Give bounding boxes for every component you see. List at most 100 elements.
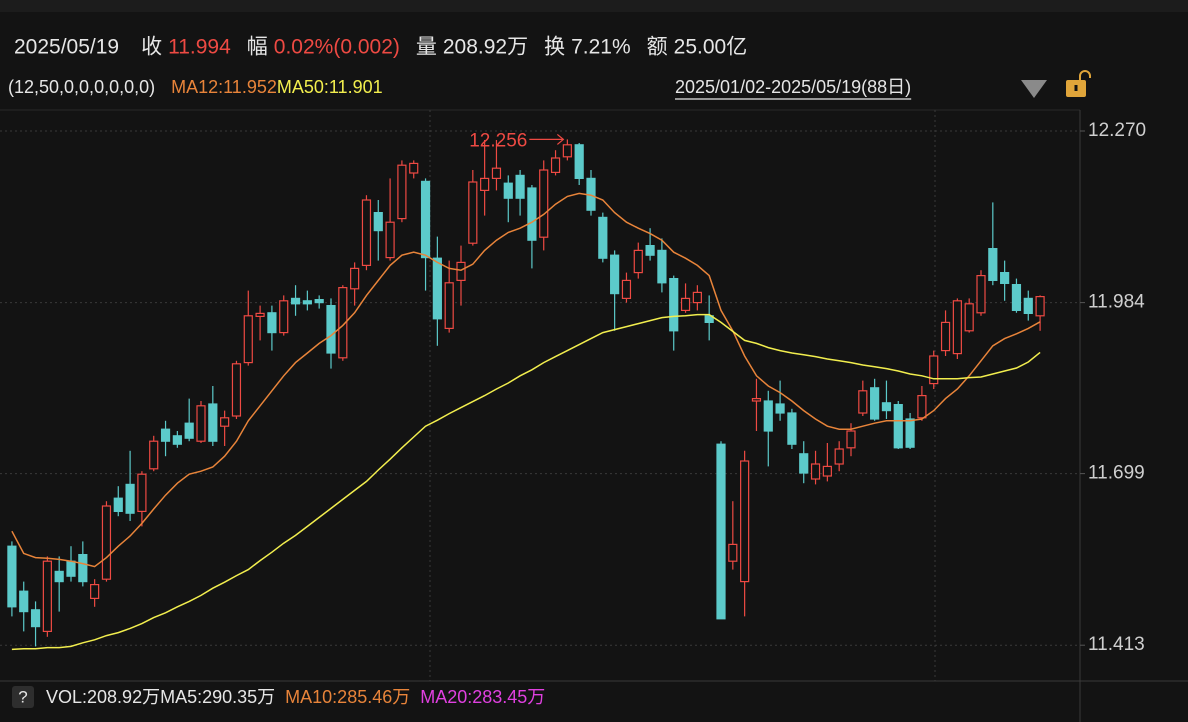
candle-body: [976, 275, 986, 314]
candle-body: [54, 570, 64, 583]
candle-body: [7, 545, 17, 608]
candle-body: [220, 417, 230, 427]
candle-body: [255, 312, 265, 317]
candle-body: [929, 355, 939, 385]
candle-body: [692, 291, 702, 304]
header-value: 208.92万: [443, 36, 528, 59]
candle-body: [870, 387, 880, 420]
candle-body: [917, 395, 927, 419]
candle-body: [940, 321, 951, 352]
legend-entry: MA12:11.952: [171, 77, 277, 97]
header-label: 换: [544, 36, 565, 59]
annotation-arrowhead: [556, 133, 565, 145]
candle-body: [160, 428, 171, 442]
header-label: 额: [647, 36, 668, 59]
header-value: 11.994: [168, 36, 231, 59]
candle-body: [385, 221, 395, 259]
candle-body: [704, 315, 714, 323]
candle-body: [290, 297, 301, 305]
y-tick-label: 11.699: [1088, 463, 1145, 484]
candle-body: [480, 177, 490, 191]
candle-body: [409, 162, 419, 174]
candle-body: [302, 300, 312, 305]
candle-body: [964, 303, 974, 332]
candle-body: [101, 505, 112, 580]
candle-body: [42, 560, 52, 633]
candle-body: [775, 403, 785, 414]
ma-line: [11, 192, 1041, 568]
candle-body: [444, 282, 454, 329]
candle-body: [515, 174, 525, 199]
lock-icon[interactable]: [1066, 70, 1091, 97]
candle-body: [397, 164, 407, 220]
volume-legend: MA5:290.35万: [160, 687, 275, 707]
candle-body: [657, 249, 667, 284]
y-tick-label: 11.984: [1088, 292, 1145, 313]
candle-body: [1011, 284, 1022, 312]
candle-body: [881, 402, 892, 412]
lock-hole: [1074, 85, 1078, 91]
candle-body: [799, 453, 809, 474]
candle-body: [137, 473, 147, 513]
candle-body: [125, 483, 135, 514]
candle-body: [279, 300, 289, 334]
candle-body: [373, 212, 383, 232]
candle-body: [208, 403, 218, 442]
candle-body: [231, 363, 242, 417]
candle-body: [846, 430, 856, 449]
candle-body: [1035, 296, 1045, 317]
legend-entry: MA50:11.901: [277, 77, 383, 97]
candle-body: [503, 182, 513, 199]
y-tick-label: 11.413: [1088, 634, 1145, 655]
candle-body: [858, 390, 868, 414]
candle-body: [468, 181, 478, 244]
candle-body: [66, 560, 76, 577]
candle-body: [19, 590, 29, 613]
candle-body: [905, 418, 915, 448]
candle-body: [78, 553, 88, 583]
date-range[interactable]: 2025/01/02-2025/05/19(88日): [675, 77, 911, 97]
candle-body: [550, 157, 561, 173]
candle-body: [456, 261, 466, 281]
header-date: 2025/05/19: [14, 36, 119, 59]
candle-body: [350, 267, 360, 290]
header-label: 幅: [247, 36, 268, 59]
candle-body: [196, 405, 206, 442]
volume-legend: MA20:283.45万: [420, 687, 545, 707]
candle-body: [1000, 272, 1010, 285]
candle-body: [432, 257, 442, 320]
candle-body: [1023, 297, 1033, 314]
candle-body: [669, 278, 679, 332]
candle-body: [598, 216, 608, 259]
range-dropdown[interactable]: [1021, 80, 1047, 98]
candle-body: [113, 497, 123, 513]
candle-body: [574, 144, 584, 180]
candle-body: [763, 400, 773, 432]
candle-body: [527, 187, 537, 241]
candle-body: [893, 404, 903, 449]
candle-body: [633, 249, 643, 274]
candle-body: [361, 199, 372, 267]
header-label: 收: [141, 36, 162, 59]
help-icon[interactable]: ?: [18, 687, 27, 706]
candle-body: [610, 254, 620, 295]
candle-body: [810, 463, 821, 480]
y-tick-label: 12.270: [1088, 120, 1146, 141]
high-annotation: 12.256: [469, 130, 527, 151]
candle-body: [680, 297, 691, 311]
header-value: 0.02%(0.002): [274, 36, 400, 59]
candle-body: [30, 609, 41, 628]
ma-line: [11, 313, 1041, 651]
candle-body: [822, 465, 832, 477]
candle-body: [149, 440, 159, 470]
candle-body: [267, 312, 277, 334]
candle-body: [751, 398, 762, 402]
candle-body: [539, 169, 549, 238]
help-box[interactable]: [12, 686, 34, 708]
top-strip: [0, 0, 1188, 12]
candle-body: [243, 315, 253, 364]
candle-body: [740, 460, 750, 583]
candle-body: [988, 248, 998, 282]
candle-body: [834, 448, 844, 465]
